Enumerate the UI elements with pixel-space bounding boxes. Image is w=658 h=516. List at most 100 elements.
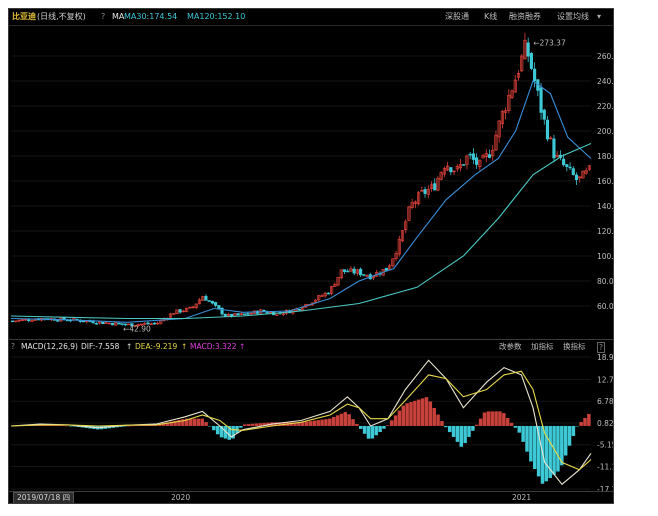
macd-bar xyxy=(351,419,355,426)
macd-bar xyxy=(444,425,448,428)
macd-bar xyxy=(262,422,266,426)
help-icon[interactable]: ? xyxy=(101,12,106,21)
candle-body xyxy=(191,306,195,308)
macd-bar xyxy=(571,425,576,436)
candle-body xyxy=(14,320,18,323)
macd-bar xyxy=(316,420,320,426)
candle-body xyxy=(297,308,301,311)
macd-help-icon-2[interactable]: ? xyxy=(597,342,605,353)
candle-body xyxy=(397,238,401,255)
candle-body xyxy=(30,320,34,322)
candle-body xyxy=(545,119,550,140)
macd-bar xyxy=(389,420,394,426)
macd-y-tick-label: 18.91 xyxy=(597,353,613,362)
macd-bar xyxy=(486,411,491,426)
candle-body xyxy=(91,320,95,324)
candle-body xyxy=(455,165,459,170)
ma-settings-button[interactable]: 设置均线 xyxy=(557,12,589,21)
macd-bar xyxy=(188,418,193,426)
candle-body xyxy=(507,94,511,111)
hk-connect-button[interactable]: 深股通 xyxy=(445,12,469,21)
macd-bar xyxy=(447,425,452,433)
macd-bar xyxy=(185,418,189,426)
candle-body xyxy=(330,286,334,294)
candle-body xyxy=(487,154,492,158)
candle-body xyxy=(123,323,127,326)
candle-body xyxy=(149,323,153,325)
candle-body xyxy=(465,155,469,165)
dea-value: DEA:-9.219 xyxy=(135,342,178,351)
macd-bar xyxy=(513,425,518,428)
candle-body xyxy=(565,164,569,167)
candle-body xyxy=(497,120,501,138)
candle-body xyxy=(394,253,398,259)
candle-body xyxy=(442,167,446,175)
macd-bar xyxy=(498,411,502,426)
macd-bar xyxy=(76,425,81,427)
candle-body xyxy=(217,305,221,309)
candle-body xyxy=(326,292,330,295)
candle-body xyxy=(188,306,192,309)
macd-bar xyxy=(215,425,220,435)
price-mode: (日线,不复权) xyxy=(37,12,86,21)
switch-indicator-button[interactable]: 换指标 xyxy=(563,342,586,351)
candle-body xyxy=(436,177,440,191)
chevron-down-icon[interactable]: ▾ xyxy=(597,12,602,21)
macd-bar xyxy=(173,420,177,426)
candle-body xyxy=(104,322,108,324)
candle-body xyxy=(520,55,524,72)
candle-body xyxy=(342,269,347,272)
add-indicator-button[interactable]: 加指标 xyxy=(531,342,554,351)
candle-body xyxy=(478,159,482,168)
macd-header: ? MACD(12,26,9) DIF:-7.558 ↑ DEA:-9.219 … xyxy=(9,339,613,354)
macd-bar xyxy=(177,419,181,426)
macd-bar xyxy=(208,425,212,427)
macd-bar xyxy=(463,425,467,444)
macd-bar xyxy=(243,424,247,426)
dea-line xyxy=(10,370,592,471)
macd-bar xyxy=(343,412,348,426)
change-params-button[interactable]: 改参数 xyxy=(499,342,522,351)
y-tick-label: 240.00 xyxy=(597,77,613,86)
macd-bar xyxy=(459,425,464,447)
macd-bar xyxy=(331,416,336,426)
macd-y-tick-label: 12.75 xyxy=(597,375,613,384)
macd-bar xyxy=(417,399,421,426)
candle-body xyxy=(333,284,337,287)
candle-body xyxy=(484,152,488,157)
kline-button[interactable]: K线 xyxy=(484,12,498,21)
macd-bar xyxy=(223,425,228,439)
candle-body xyxy=(320,295,324,297)
y-tick-label: 160.00 xyxy=(597,177,613,186)
y-tick-label: 180.00 xyxy=(597,152,613,161)
macd-bar xyxy=(525,425,529,452)
macd-bar xyxy=(212,425,216,431)
macd-bar xyxy=(533,425,537,470)
candle-body xyxy=(185,307,189,312)
macd-bar xyxy=(130,425,135,427)
y-tick-label: 120.00 xyxy=(597,227,613,236)
macd-bar xyxy=(502,413,506,426)
macd-bar xyxy=(165,422,170,426)
macd-bar xyxy=(69,425,73,427)
macd-bar xyxy=(374,425,378,436)
macd-bar xyxy=(509,422,514,426)
macd-bar xyxy=(157,423,162,426)
candle-body xyxy=(384,267,388,271)
macd-bar xyxy=(320,419,324,426)
macd-bar xyxy=(231,425,235,439)
macd-bar xyxy=(475,424,479,426)
y-tick-label: 200.00 xyxy=(597,127,613,136)
y-tick-label: 260.00 xyxy=(597,52,613,61)
margin-trading-button[interactable]: 融资融券 xyxy=(509,12,541,21)
candle-body xyxy=(249,312,253,315)
macd-bar xyxy=(382,425,386,429)
candle-body xyxy=(426,189,430,195)
candle-body xyxy=(201,296,205,301)
macd-bar xyxy=(127,425,131,427)
macd-bar xyxy=(366,425,371,439)
ma-label: MA xyxy=(112,12,125,21)
candle-body xyxy=(417,192,421,205)
macd-help-icon[interactable]: ? xyxy=(11,342,15,351)
macd-bar xyxy=(393,415,398,426)
